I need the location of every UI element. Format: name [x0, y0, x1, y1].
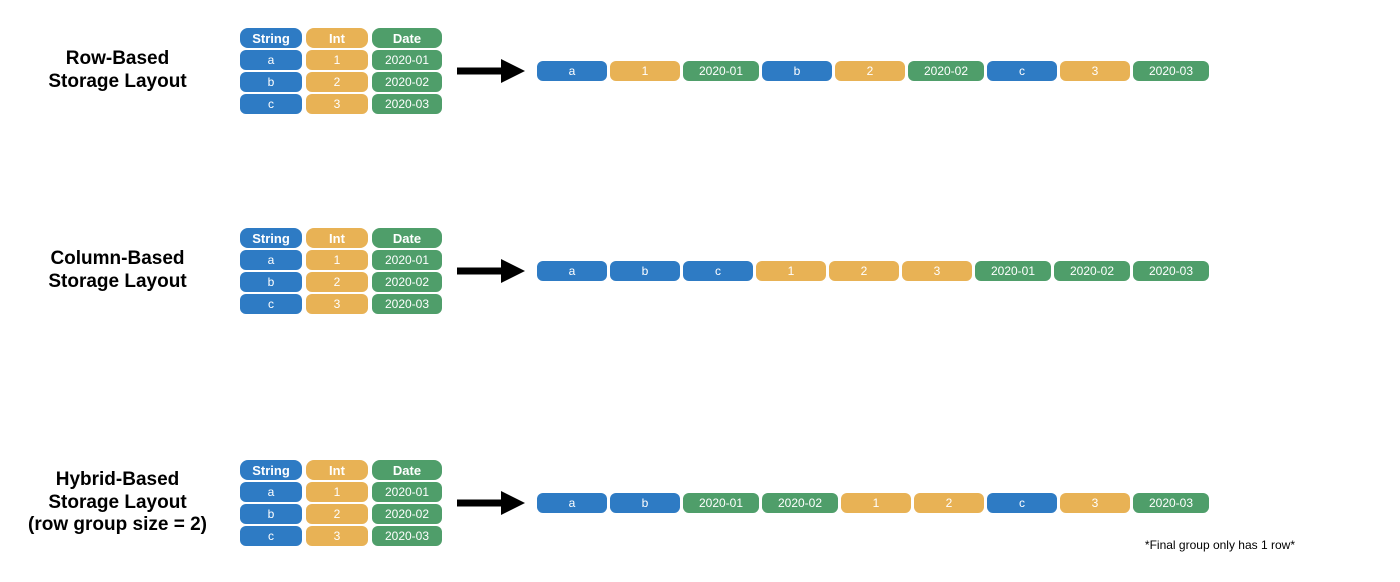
data-cell: 2020-02	[372, 272, 442, 292]
data-cell: c	[240, 526, 302, 546]
source-table: StringabcInt123Date2020-012020-022020-03	[240, 460, 442, 546]
footnote: *Final group only has 1 row*	[1145, 538, 1295, 552]
data-cell: 1	[306, 50, 368, 70]
data-cell: 2020-01	[372, 482, 442, 502]
layout-section-row: Row-BasedStorage LayoutStringabcInt123Da…	[0, 28, 1400, 114]
column-header: String	[240, 28, 302, 48]
column-header: Date	[372, 460, 442, 480]
table-column: Stringabc	[240, 228, 302, 314]
data-cell: 2020-01	[683, 61, 759, 81]
data-cell: 2020-03	[1133, 261, 1209, 281]
data-cell: 1	[841, 493, 911, 513]
source-table: StringabcInt123Date2020-012020-022020-03	[240, 28, 442, 114]
column-header: Date	[372, 28, 442, 48]
layout-section-column: Column-BasedStorage LayoutStringabcInt12…	[0, 228, 1400, 314]
data-cell: 1	[756, 261, 826, 281]
output-strip: abc1232020-012020-022020-03	[537, 261, 1209, 281]
data-cell: 2020-02	[372, 72, 442, 92]
data-cell: 1	[306, 482, 368, 502]
table-column: Date2020-012020-022020-03	[372, 228, 442, 314]
layout-section-hybrid: Hybrid-BasedStorage Layout(row group siz…	[0, 460, 1400, 546]
data-cell: 2020-02	[762, 493, 838, 513]
data-cell: 1	[610, 61, 680, 81]
table-column: Stringabc	[240, 460, 302, 546]
data-cell: a	[537, 61, 607, 81]
column-header: Int	[306, 228, 368, 248]
data-cell: 3	[1060, 493, 1130, 513]
data-cell: a	[537, 261, 607, 281]
data-cell: b	[610, 261, 680, 281]
table-column: Date2020-012020-022020-03	[372, 28, 442, 114]
table-column: Int123	[306, 228, 368, 314]
arrow-icon	[442, 258, 537, 284]
data-cell: 2020-02	[908, 61, 984, 81]
data-cell: 2	[914, 493, 984, 513]
data-cell: b	[610, 493, 680, 513]
data-cell: 3	[306, 294, 368, 314]
data-cell: a	[240, 250, 302, 270]
data-cell: c	[987, 493, 1057, 513]
section-title: Column-BasedStorage Layout	[0, 248, 235, 294]
data-cell: 3	[1060, 61, 1130, 81]
data-cell: 2020-02	[372, 504, 442, 524]
arrow-icon	[442, 58, 537, 84]
data-cell: c	[240, 94, 302, 114]
data-cell: b	[240, 272, 302, 292]
data-cell: 2	[829, 261, 899, 281]
output-strip: a12020-01b22020-02c32020-03	[537, 61, 1209, 81]
data-cell: b	[762, 61, 832, 81]
data-cell: b	[240, 504, 302, 524]
output-strip: ab2020-012020-0212c32020-03	[537, 493, 1209, 513]
column-header: Date	[372, 228, 442, 248]
data-cell: 2020-01	[683, 493, 759, 513]
data-cell: 3	[902, 261, 972, 281]
data-cell: 2	[306, 272, 368, 292]
table-column: Stringabc	[240, 28, 302, 114]
source-table: StringabcInt123Date2020-012020-022020-03	[240, 228, 442, 314]
column-header: Int	[306, 460, 368, 480]
table-column: Int123	[306, 460, 368, 546]
data-cell: b	[240, 72, 302, 92]
data-cell: 2020-03	[372, 526, 442, 546]
data-cell: 2020-01	[372, 250, 442, 270]
section-title: Row-BasedStorage Layout	[0, 48, 235, 94]
data-cell: 2	[306, 504, 368, 524]
table-column: Int123	[306, 28, 368, 114]
data-cell: a	[537, 493, 607, 513]
data-cell: c	[987, 61, 1057, 81]
data-cell: 2020-03	[1133, 493, 1209, 513]
data-cell: 2020-01	[975, 261, 1051, 281]
data-cell: 2020-01	[372, 50, 442, 70]
data-cell: 3	[306, 526, 368, 546]
data-cell: c	[240, 294, 302, 314]
data-cell: 2020-03	[1133, 61, 1209, 81]
data-cell: 2020-03	[372, 294, 442, 314]
table-column: Date2020-012020-022020-03	[372, 460, 442, 546]
data-cell: 2020-03	[372, 94, 442, 114]
column-header: String	[240, 460, 302, 480]
data-cell: 3	[306, 94, 368, 114]
data-cell: 2	[835, 61, 905, 81]
data-cell: 1	[306, 250, 368, 270]
data-cell: a	[240, 482, 302, 502]
data-cell: a	[240, 50, 302, 70]
arrow-icon	[442, 490, 537, 516]
data-cell: 2	[306, 72, 368, 92]
data-cell: c	[683, 261, 753, 281]
column-header: Int	[306, 28, 368, 48]
data-cell: 2020-02	[1054, 261, 1130, 281]
column-header: String	[240, 228, 302, 248]
section-title: Hybrid-BasedStorage Layout(row group siz…	[0, 469, 235, 537]
